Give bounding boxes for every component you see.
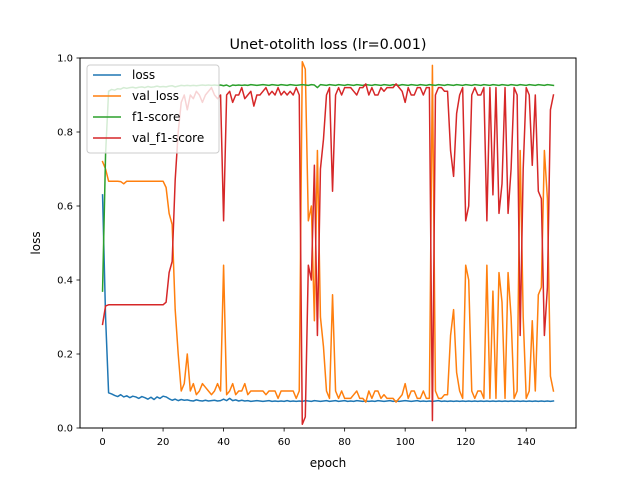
legend-label: val_loss	[132, 89, 179, 103]
y-tick-label: 0.2	[57, 350, 73, 361]
x-tick-label: 100	[396, 437, 415, 448]
series-line-loss	[101, 194, 555, 403]
x-axis-ticks: 0 20 40 60 80 100 120 140	[99, 428, 536, 448]
y-axis-ticks: 0.0 0.2 0.4 0.6 0.8 1.0	[57, 54, 80, 435]
chart-title: Unet-otolith loss (lr=0.001)	[230, 37, 427, 53]
y-tick-label: 0.0	[57, 424, 73, 435]
y-axis-label: loss	[29, 231, 43, 254]
y-tick-label: 1.0	[57, 54, 73, 65]
legend-label: val_f1-score	[132, 131, 204, 145]
x-tick-label: 80	[338, 437, 351, 448]
y-tick-label: 0.4	[57, 276, 73, 287]
y-tick-label: 0.8	[57, 128, 73, 139]
y-tick-label: 0.6	[57, 202, 73, 213]
plot-frame	[79, 57, 577, 429]
legend-label: loss	[132, 68, 155, 82]
x-tick-label: 0	[99, 437, 105, 448]
x-tick-label: 140	[517, 437, 536, 448]
x-tick-label: 20	[157, 437, 170, 448]
series-line-val_loss	[101, 60, 555, 403]
legend: loss val_loss f1-score val_f1-score	[86, 64, 220, 154]
legend-label: f1-score	[132, 110, 180, 124]
x-tick-label: 60	[278, 437, 291, 448]
x-axis-label: epoch	[310, 456, 347, 470]
legend-box	[86, 64, 220, 154]
x-tick-label: 40	[217, 437, 230, 448]
x-tick-label: 120	[456, 437, 475, 448]
